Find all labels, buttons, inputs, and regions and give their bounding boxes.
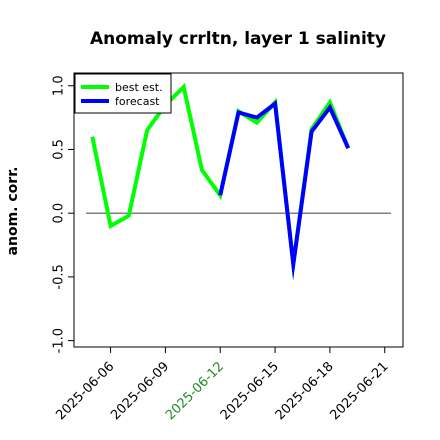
legend-entry: best est. [115,81,163,94]
legend: best est.forecast [74,73,172,114]
y-tick-label: 0.0 [52,203,67,224]
x-tick-label: 2025-06-15 [218,359,282,423]
legend-entry: forecast [115,95,160,108]
plot-area: -1.0-0.50.00.51.02025-06-062025-06-09202… [52,72,404,423]
y-tick-label: 1.0 [52,75,67,96]
y-tick-label: 0.5 [52,139,67,160]
series-line-best-est [90,83,351,281]
y-tick-label: -0.5 [52,264,67,289]
y-axis-label: anom. corr. [5,167,21,256]
x-tick-label: 2025-06-09 [108,359,172,423]
x-tick-label: 2025-06-12 [163,359,227,423]
legend-box [74,73,172,114]
x-tick-label: 2025-06-18 [273,359,337,423]
plot-frame [73,72,404,348]
chart-title: Anomaly crrltn, layer 1 salinity [90,29,386,49]
y-tick-label: -1.0 [52,328,67,353]
series-line-forecast [218,99,351,281]
x-tick-label: 2025-06-21 [328,359,392,423]
x-tick-label: 2025-06-06 [53,359,117,423]
